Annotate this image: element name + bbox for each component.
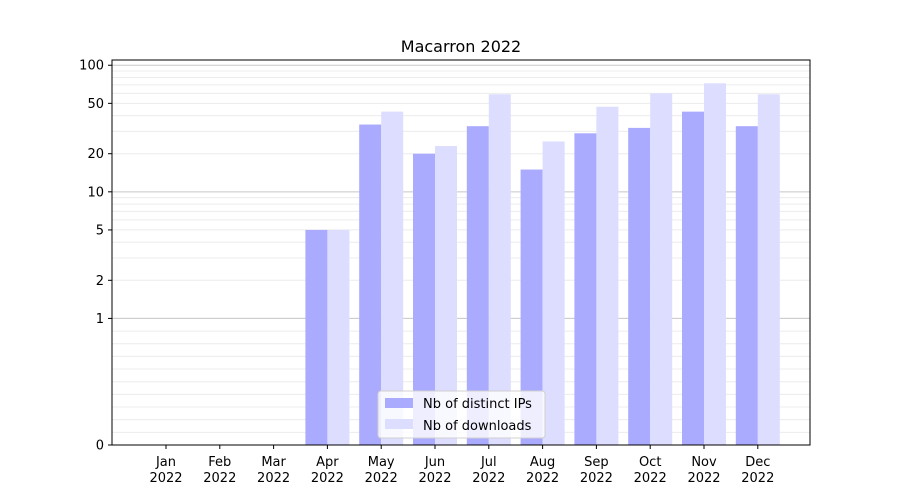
bar-downloads [542, 141, 565, 445]
legend-box [377, 390, 546, 439]
y-tick-label: 5 [96, 223, 104, 238]
bar-distinct-ips [466, 126, 489, 446]
y-tick-label: 0 [96, 439, 104, 454]
x-tick-label-month: Apr [316, 455, 339, 470]
bar-distinct-ips [574, 133, 597, 445]
y-tick-label: 100 [79, 59, 104, 74]
x-tick-label-year: 2022 [687, 471, 720, 486]
bar-downloads [650, 93, 673, 445]
x-tick-label-month: Dec [745, 455, 770, 470]
x-tick-label-month: Feb [208, 455, 231, 470]
bar-distinct-ips [520, 169, 543, 445]
x-tick-label-month: Mar [261, 455, 286, 470]
x-tick-label-month: Jun [424, 455, 445, 470]
bar-downloads [435, 146, 457, 445]
x-tick-label-month: Sep [584, 455, 609, 470]
x-tick-label-year: 2022 [149, 471, 182, 486]
bar-downloads [488, 94, 511, 446]
x-tick-label-year: 2022 [634, 471, 667, 486]
x-tick-label-year: 2022 [472, 471, 505, 486]
x-tick-label-year: 2022 [311, 471, 344, 486]
chart-title: Macarron 2022 [401, 37, 521, 56]
bar-downloads [757, 94, 780, 446]
x-tick-label-year: 2022 [365, 471, 398, 486]
bar-distinct-ips [735, 126, 758, 446]
x-tick-label-year: 2022 [580, 471, 613, 486]
x-tick-label-month: Oct [639, 455, 661, 470]
bar-distinct-ips [682, 111, 704, 445]
x-tick-label-year: 2022 [257, 471, 290, 486]
legend: Nb of distinct IPs Nb of downloads [377, 390, 546, 439]
x-tick-label-month: Jan [155, 455, 176, 470]
legend-swatch-downloads [385, 419, 413, 429]
x-tick-label-month: May [368, 455, 395, 470]
x-tick-label-year: 2022 [526, 471, 559, 486]
y-tick-label: 2 [96, 274, 104, 289]
bar-distinct-ips [305, 229, 328, 445]
x-tick-label-month: Jul [480, 455, 497, 470]
bars [305, 83, 780, 446]
bar-distinct-ips [628, 127, 651, 445]
x-tick-label-year: 2022 [741, 471, 774, 486]
x-axis: Jan2022Feb2022Mar2022Apr2022May2022Jun20… [149, 445, 774, 486]
bar-downloads [381, 111, 404, 445]
plot-frame [111, 59, 811, 446]
legend-label-distinct-ips: Nb of distinct IPs [423, 397, 532, 412]
x-tick-label-month: Aug [530, 455, 555, 470]
bar-distinct-ips [413, 153, 435, 446]
bar-distinct-ips [359, 124, 382, 445]
bar-downloads [596, 106, 619, 445]
x-tick-label-year: 2022 [203, 471, 236, 486]
y-tick-label: 50 [87, 97, 104, 112]
y-axis: 0 1 2 5 10 20 50 100 [79, 59, 112, 454]
x-tick-label-year: 2022 [418, 471, 451, 486]
x-tick-label-month: Nov [691, 455, 717, 470]
bar-downloads [327, 229, 350, 445]
legend-label-downloads: Nb of downloads [423, 419, 532, 434]
y-tick-label: 10 [87, 185, 104, 200]
y-tick-label: 1 [96, 312, 104, 327]
legend-swatch-distinct-ips [385, 398, 413, 408]
y-tick-label: 20 [87, 147, 104, 162]
bar-downloads [704, 83, 726, 445]
